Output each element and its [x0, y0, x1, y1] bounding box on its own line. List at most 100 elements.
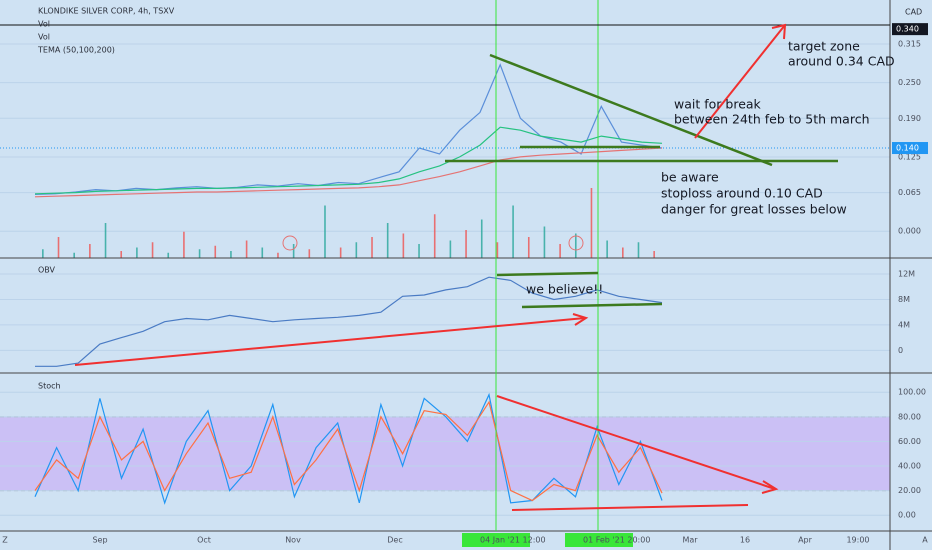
arrow-head: [771, 23, 787, 40]
arrow-head: [572, 313, 589, 326]
volume-bar: [261, 247, 264, 258]
volume-bar: [606, 240, 608, 258]
x-tick-label: 01 Feb '21 20:00: [583, 536, 650, 545]
y-tick-label: 20.00: [898, 486, 921, 495]
volume-bar: [57, 237, 60, 258]
indicator-label: TEMA (50,100,200): [37, 46, 115, 55]
y-tick-label: 40.00: [898, 462, 921, 471]
stoch-arrow: [496, 395, 776, 490]
x-tick-label: Oct: [197, 536, 211, 545]
annotation: between 24th feb to 5th march: [674, 112, 870, 127]
volume-bar: [465, 230, 467, 258]
x-tick-label: 19:00: [846, 536, 869, 545]
indicator-label: OBV: [38, 266, 56, 275]
price-tag-label: 0.340: [896, 25, 919, 34]
y-tick-label: 8M: [898, 295, 910, 304]
volume-bar: [230, 251, 232, 258]
volume-bar: [480, 219, 483, 258]
y-tick-label: 80.00: [898, 412, 921, 421]
symbol-title: KLONDIKE SILVER CORP, 4h, TSXV: [38, 7, 175, 16]
y-tick-label: 0.315: [898, 39, 921, 48]
obv-arrow: [74, 317, 586, 366]
volume-bar: [214, 245, 217, 258]
series-line: [34, 400, 663, 502]
arrow-head: [761, 480, 779, 494]
x-tick-label: Mar: [682, 536, 698, 545]
volume-bar: [543, 226, 546, 258]
y-tick-label: 0.190: [898, 114, 921, 123]
volume-bar: [245, 240, 248, 258]
y-tick-label: 0.000: [898, 227, 921, 236]
annotation: stoploss around 0.10 CAD: [661, 186, 823, 201]
annotation: be aware: [661, 170, 719, 185]
y-tick-label: 60.00: [898, 437, 921, 446]
volume-bar: [136, 247, 138, 258]
volume-bar: [292, 244, 295, 258]
y-tick-label: 0.125: [898, 152, 921, 161]
volume-bar: [512, 205, 514, 258]
indicator-label: Stoch: [38, 382, 61, 391]
volume-bar: [73, 252, 75, 258]
annotation: around 0.34 CAD: [788, 54, 895, 69]
price-tag-label: 0.140: [896, 144, 919, 153]
trend-line: [489, 53, 773, 167]
indicator-label: Vol: [38, 20, 50, 29]
x-tick-label: A: [922, 536, 928, 545]
x-tick-label: Sep: [92, 536, 107, 545]
volume-bar: [402, 233, 405, 258]
y-tick-label: 12M: [898, 270, 915, 279]
stoch-floor: [511, 504, 749, 511]
series-line: [34, 63, 663, 195]
volume-bar: [496, 242, 499, 258]
volume-bar: [198, 249, 201, 258]
price-tag: [892, 142, 928, 155]
volume-bar: [120, 251, 123, 258]
volume-bar: [433, 214, 436, 258]
earnings-marker: [568, 235, 584, 251]
target-arrow: [694, 24, 786, 139]
series-line: [35, 276, 663, 367]
currency-label: CAD: [905, 8, 922, 17]
indicator-label: Vol: [38, 33, 50, 42]
annotation: target zone: [788, 39, 860, 54]
obv-bottom: [521, 302, 663, 309]
x-tick-label: Z: [2, 536, 8, 545]
date-highlight: [462, 533, 530, 547]
volume-bar: [277, 252, 279, 258]
y-tick-label: 0.250: [898, 78, 921, 87]
volume-bar: [371, 237, 373, 258]
date-highlight: [565, 533, 633, 547]
volume-bar: [89, 244, 91, 258]
volume-bar: [183, 231, 185, 258]
y-tick-label: 4M: [898, 320, 910, 329]
series-line: [34, 147, 663, 198]
earnings-marker: [282, 235, 298, 251]
y-tick-label: 0.065: [898, 188, 921, 197]
y-tick-label: 0.00: [898, 511, 916, 520]
y-tick-label: 0: [898, 346, 903, 355]
stoch-band: [0, 416, 890, 491]
annotation: we believe!!: [526, 282, 603, 297]
volume-bar: [324, 205, 326, 258]
volume-bar: [308, 249, 311, 258]
x-tick-label: Apr: [798, 536, 813, 545]
volume-bar: [527, 237, 530, 258]
x-tick-label: 04 Jan '21 12:00: [480, 536, 546, 545]
volume-bar: [653, 251, 655, 258]
obv-top: [496, 271, 599, 277]
price-tag: [892, 23, 928, 36]
plot-layer: [0, 43, 890, 516]
series-line: [34, 126, 663, 195]
series-line: [34, 392, 663, 505]
volume-bar: [151, 242, 154, 258]
volume-bar: [637, 242, 640, 258]
volume-bar: [339, 247, 342, 258]
volume-bar: [559, 244, 561, 258]
annotation: wait for break: [674, 97, 762, 112]
x-tick-label: Nov: [285, 536, 301, 545]
volume-bar: [104, 223, 107, 258]
volume-bar: [355, 242, 358, 258]
volume-bar: [574, 233, 577, 258]
x-tick-label: 16: [740, 536, 750, 545]
